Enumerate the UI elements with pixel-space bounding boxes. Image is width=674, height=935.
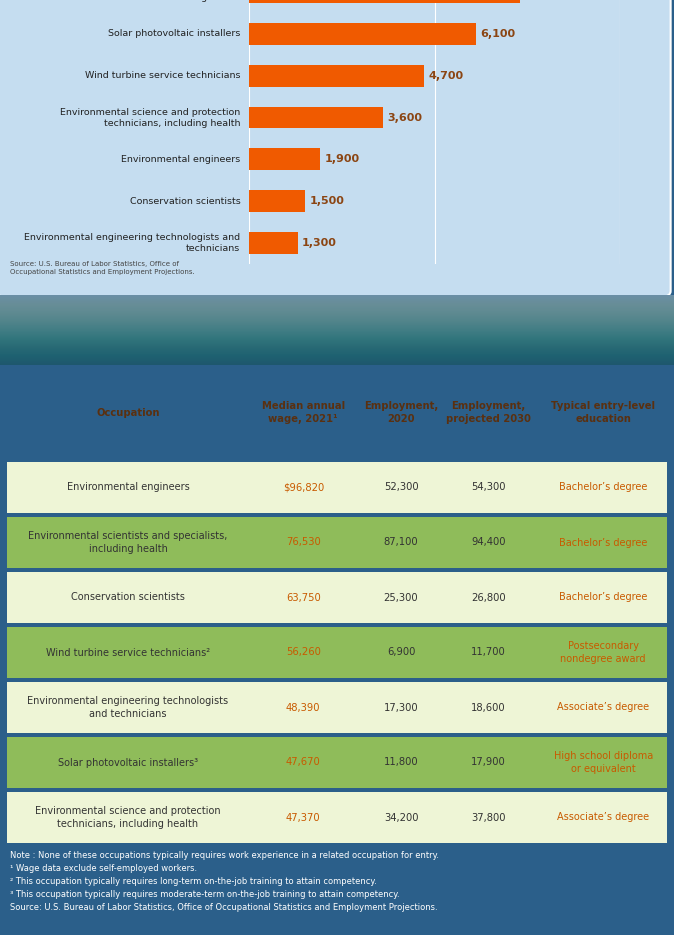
Text: Solar photovoltaic installers: Solar photovoltaic installers — [108, 30, 240, 38]
Text: 63,750: 63,750 — [286, 593, 321, 602]
Text: 47,670: 47,670 — [286, 757, 321, 768]
Text: 54,300: 54,300 — [471, 482, 506, 493]
Text: 34,200: 34,200 — [384, 813, 419, 823]
Text: 11,700: 11,700 — [471, 648, 506, 657]
Text: Associate’s degree: Associate’s degree — [557, 813, 649, 823]
Bar — [7, 462, 667, 513]
Text: Postsecondary
nondegree award: Postsecondary nondegree award — [561, 641, 646, 664]
Text: Environmental science and protection
technicians, including health: Environmental science and protection tec… — [35, 806, 221, 828]
Bar — [249, 149, 319, 170]
Text: 26,800: 26,800 — [471, 593, 506, 602]
Text: Bachelor’s degree: Bachelor’s degree — [559, 482, 648, 493]
Bar — [249, 232, 298, 253]
Text: Environmental science and protection
technicians, including health: Environmental science and protection tec… — [60, 108, 240, 127]
Text: 48,390: 48,390 — [286, 702, 321, 712]
Text: 25,300: 25,300 — [384, 593, 419, 602]
Text: 3,600: 3,600 — [388, 112, 423, 122]
Text: Employment,
projected 2030: Employment, projected 2030 — [446, 401, 531, 424]
Text: 6,100: 6,100 — [480, 29, 515, 39]
Text: Environmental engineering technologists and
technicians: Environmental engineering technologists … — [24, 233, 240, 253]
Text: 18,600: 18,600 — [471, 702, 506, 712]
Text: Environmental engineers: Environmental engineers — [67, 482, 189, 493]
Text: 87,100: 87,100 — [384, 538, 419, 548]
Text: 17,900: 17,900 — [471, 757, 506, 768]
Text: 6,900: 6,900 — [387, 648, 415, 657]
Text: Associate’s degree: Associate’s degree — [557, 702, 649, 712]
Text: 4,700: 4,700 — [428, 71, 463, 80]
Text: Occupation: Occupation — [96, 408, 160, 418]
Text: High school diploma
or equivalent: High school diploma or equivalent — [553, 752, 653, 773]
Bar — [249, 23, 476, 45]
Text: 94,400: 94,400 — [471, 538, 506, 548]
Text: 17,300: 17,300 — [384, 702, 419, 712]
Text: 11,800: 11,800 — [384, 757, 419, 768]
Bar — [7, 627, 667, 678]
Text: Environmental scientists and specialists,
including health: Environmental scientists and specialists… — [28, 531, 228, 554]
Text: 1,300: 1,300 — [302, 237, 337, 248]
Text: Environmental scientists and specialists,
including health: Environmental scientists and specialists… — [47, 0, 240, 2]
Text: Bachelor’s degree: Bachelor’s degree — [559, 538, 648, 548]
Text: Source: U.S. Bureau of Labor Statistics, Office of
Occupational Statistics and E: Source: U.S. Bureau of Labor Statistics,… — [10, 262, 195, 275]
Bar — [249, 0, 520, 3]
Text: 56,260: 56,260 — [286, 648, 321, 657]
Bar — [7, 682, 667, 733]
Text: Conservation scientists: Conservation scientists — [71, 593, 185, 602]
Bar — [7, 517, 667, 568]
Text: Median annual
wage, 2021¹: Median annual wage, 2021¹ — [262, 401, 345, 424]
Bar — [249, 190, 305, 212]
Text: Employment,
2020: Employment, 2020 — [364, 401, 438, 424]
Text: $96,820: $96,820 — [282, 482, 324, 493]
Text: Conservation scientists: Conservation scientists — [129, 196, 240, 206]
Bar — [7, 737, 667, 788]
Bar — [249, 65, 424, 87]
Text: 1,900: 1,900 — [324, 154, 359, 165]
Bar — [7, 572, 667, 623]
Bar — [7, 792, 667, 843]
Text: 47,370: 47,370 — [286, 813, 321, 823]
Text: 1,500: 1,500 — [309, 196, 344, 206]
Text: Wind turbine service technicians: Wind turbine service technicians — [85, 71, 240, 80]
Text: Environmental engineering technologists
and technicians: Environmental engineering technologists … — [28, 697, 228, 719]
Text: Wind turbine service technicians²: Wind turbine service technicians² — [46, 648, 210, 657]
Text: Environmental engineers: Environmental engineers — [121, 155, 240, 164]
Text: 52,300: 52,300 — [384, 482, 419, 493]
Text: Solar photovoltaic installers³: Solar photovoltaic installers³ — [58, 757, 198, 768]
Text: Note : None of these occupations typically requires work experience in a related: Note : None of these occupations typical… — [10, 851, 439, 912]
Text: Typical entry-level
education: Typical entry-level education — [551, 401, 655, 424]
Text: Bachelor’s degree: Bachelor’s degree — [559, 593, 648, 602]
Text: 76,530: 76,530 — [286, 538, 321, 548]
Bar — [249, 107, 383, 128]
Text: 37,800: 37,800 — [471, 813, 506, 823]
FancyBboxPatch shape — [0, 0, 671, 297]
